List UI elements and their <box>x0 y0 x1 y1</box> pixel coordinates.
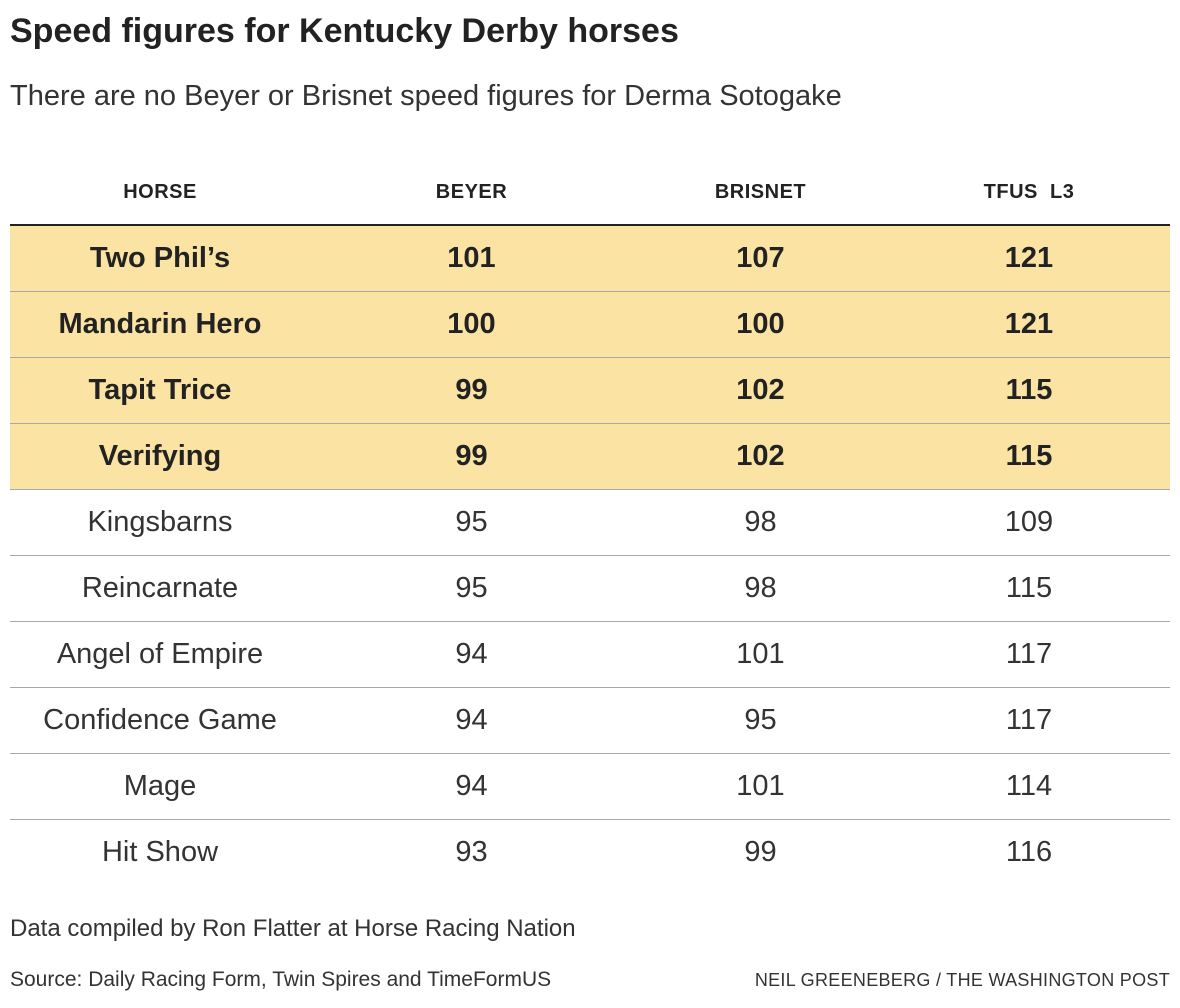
brisnet-cell: 98 <box>633 489 888 556</box>
brisnet-cell: 95 <box>633 687 888 754</box>
beyer-cell: 95 <box>310 555 633 622</box>
brisnet-cell: 98 <box>633 555 888 622</box>
header-row: HORSE BEYER BRISNET TFUS L3 <box>10 160 1170 226</box>
table-row: Angel of Empire 94 101 117 <box>10 621 1170 688</box>
table-row: Confidence Game 94 95 117 <box>10 687 1170 754</box>
table-row: Kingsbarns 95 98 109 <box>10 489 1170 556</box>
beyer-cell: 93 <box>455 836 488 868</box>
horse-name-cell: Confidence Game <box>10 687 310 754</box>
tfus-l3-cell: 115 <box>888 357 1170 424</box>
tfus-l3-cell: 115 <box>888 423 1170 490</box>
chart-title: Speed figures for Kentucky Derby horses <box>10 12 679 50</box>
brisnet-cell: 100 <box>633 291 888 358</box>
brisnet-cell: 102 <box>633 423 888 490</box>
column-header-brisnet: BRISNET <box>633 160 888 226</box>
table-row: Two Phil’s 101 107 121 <box>10 225 1170 292</box>
horse-name-cell: Mandarin Hero <box>10 291 310 358</box>
horse-name-cell: Kingsbarns <box>10 489 310 556</box>
tfus-l3-cell: 121 <box>888 291 1170 358</box>
beyer-cell: 100 <box>310 291 633 358</box>
horse-name-cell: Tapit Trice <box>10 357 310 424</box>
table-body: Two Phil’s 101 107 121 Mandarin Hero 100 100 12… <box>10 225 1170 885</box>
tfus-l3-cell: 115 <box>888 555 1170 622</box>
table-row: Mage 94 101 114 <box>10 753 1170 820</box>
table-row: Mandarin Hero 100 100 121 <box>10 291 1170 358</box>
beyer-cell: 94 <box>310 753 633 820</box>
byline-credit: NEIL GREENEBERG / THE WASHINGTON POST <box>754 970 1170 990</box>
tfus-l3-cell: 121 <box>888 225 1170 292</box>
speed-figures-table: HORSE BEYER BRISNET TFUS L3 Two Phil’s 10… <box>10 160 1170 885</box>
table-row: Hit Show 93 99 116 <box>10 820 1170 886</box>
brisnet-cell: 101 <box>633 621 888 688</box>
table-row: Reincarnate 95 98 115 <box>10 555 1170 622</box>
table-row: Tapit Trice 99 102 115 <box>10 357 1170 424</box>
brisnet-cell: 101 <box>633 753 888 820</box>
column-header-beyer: BEYER <box>310 160 633 226</box>
beyer-cell: 94 <box>310 621 633 688</box>
tfus-l3-cell: 117 <box>888 687 1170 754</box>
beyer-cell: 99 <box>310 357 633 424</box>
tfus-l3-cell: 109 <box>888 489 1170 556</box>
tfus-l3-cell: 117 <box>888 621 1170 688</box>
table-row: Verifying 99 102 115 <box>10 423 1170 490</box>
data-note: Data compiled by Ron Flatter at Horse Ra… <box>10 915 576 942</box>
beyer-cell: 101 <box>310 225 633 292</box>
speed-figures-table-container: HORSE BEYER BRISNET TFUS L3 Two Phil’s 10… <box>10 160 1170 885</box>
tfus-l3-cell: 116 <box>1005 836 1053 868</box>
beyer-cell: 94 <box>310 687 633 754</box>
beyer-cell: 95 <box>310 489 633 556</box>
column-header-tfus-l3: TFUS L3 <box>888 160 1170 226</box>
horse-name-cell: Two Phil’s <box>10 225 310 292</box>
horse-name-cell: Angel of Empire <box>10 621 310 688</box>
horse-name-cell: Verifying <box>10 423 310 490</box>
chart-subtitle: There are no Beyer or Brisnet speed figu… <box>10 80 842 112</box>
beyer-cell: 99 <box>310 423 633 490</box>
tfus-l3-cell: 114 <box>888 753 1170 820</box>
horse-name-cell: Reincarnate <box>10 555 310 622</box>
horse-name-cell: Hit Show <box>101 836 219 868</box>
source-line: Source: Daily Racing Form, Twin Spires a… <box>10 968 552 991</box>
column-header-horse: HORSE <box>10 160 310 226</box>
brisnet-cell: 107 <box>633 225 888 292</box>
brisnet-cell: 99 <box>744 836 777 868</box>
horse-name-cell: Mage <box>10 753 310 820</box>
brisnet-cell: 102 <box>633 357 888 424</box>
